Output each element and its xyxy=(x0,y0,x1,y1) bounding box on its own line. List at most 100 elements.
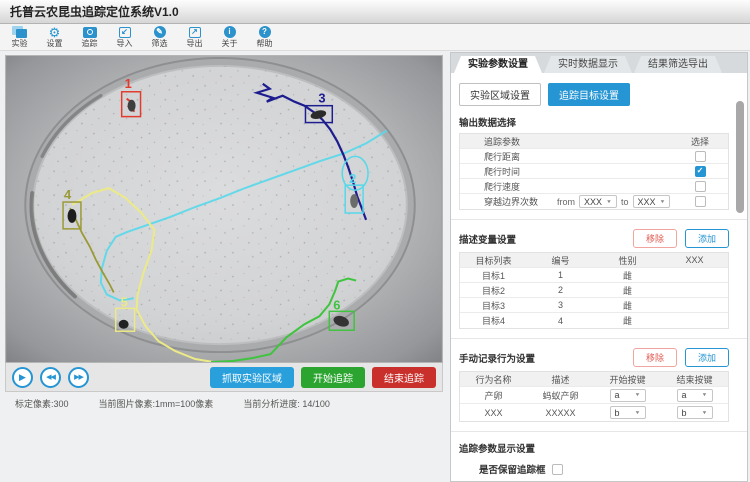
import-icon: ↙ xyxy=(118,25,131,39)
panel-content: 实验区域设置 追踪目标设置 输出数据选择 追踪参数 选择 爬行距离 爬行时间 xyxy=(450,73,748,482)
play-button[interactable]: ▶ xyxy=(12,366,33,388)
rewind-button[interactable]: ◀◀ xyxy=(40,366,61,388)
table-row[interactable]: 目标3 3 雌 xyxy=(460,298,728,313)
table-row[interactable]: 产卵 蚂蚁产卵 a ▼ a ▼ xyxy=(460,387,728,404)
toolbar-item-import[interactable]: ↙ 导入 xyxy=(107,25,142,48)
target-label: 6 xyxy=(333,297,340,312)
target-label: 3 xyxy=(318,91,325,106)
fast-forward-button[interactable]: ▶▶ xyxy=(68,366,89,388)
tracked-target-6: 6 xyxy=(328,297,355,331)
toolbar-item-about[interactable]: i 关于 xyxy=(212,25,247,48)
toolbar-item-label: 追踪 xyxy=(81,39,98,48)
calibration-pixels: 标定像素:300 xyxy=(15,398,69,409)
add-behavior-button[interactable]: 添加 xyxy=(684,348,729,367)
divider xyxy=(451,219,747,220)
variables-section-title: 描述变量设置 xyxy=(459,234,517,246)
divider xyxy=(451,338,747,339)
toolbar-item-label: 筛选 xyxy=(151,39,168,48)
trail-target-4 xyxy=(69,207,115,293)
start-tracking-button[interactable]: 开始追踪 xyxy=(301,366,365,388)
fast-forward-icon: ▶▶ xyxy=(74,373,84,381)
panel-tabbar: 实验参数设置 实时数据显示 结果筛选导出 xyxy=(450,52,748,73)
column-header: 结束按键 xyxy=(676,374,713,385)
toolbar-item-filter[interactable]: ✎ 筛选 xyxy=(142,25,177,48)
video-canvas[interactable]: 1 3 2 4 xyxy=(5,55,443,363)
insect xyxy=(333,315,349,327)
remove-behavior-button[interactable]: 移除 xyxy=(632,348,677,367)
table-row[interactable]: 目标1 1 雌 xyxy=(460,268,728,283)
toolbar-item-export[interactable]: ↗ 导出 xyxy=(177,25,212,48)
toolbar-item-label: 导入 xyxy=(116,39,133,48)
tracked-target-1: 1 xyxy=(120,76,142,118)
tracking-target-settings-button[interactable]: 追踪目标设置 xyxy=(548,83,630,106)
tab-experiment-params[interactable]: 实验参数设置 xyxy=(454,56,542,73)
remove-variable-button[interactable]: 移除 xyxy=(632,229,677,248)
start-key-dropdown[interactable]: b ▼ xyxy=(609,406,646,419)
tab-result-export[interactable]: 结果筛选导出 xyxy=(634,56,722,73)
tab-realtime-data[interactable]: 实时数据显示 xyxy=(544,56,632,73)
video-frame: 1 3 2 4 xyxy=(6,56,442,362)
chevron-down-icon: ▼ xyxy=(606,199,612,204)
chevron-down-icon: ▼ xyxy=(659,199,666,204)
divider xyxy=(451,431,747,432)
variables-table: 目标列表 编号 性别 XXX 目标1 1 雌 目标2 2 雌 xyxy=(459,252,729,329)
insect xyxy=(127,99,136,112)
target-label: 5 xyxy=(121,294,128,309)
camera-icon xyxy=(82,25,97,39)
column-header: 行为名称 xyxy=(475,374,512,385)
rim-shadow xyxy=(29,191,77,299)
toolbar-item-label: 实验 xyxy=(11,39,28,48)
toolbar-item-experiment[interactable]: 实验 xyxy=(2,25,37,48)
table-row: 爬行速度 xyxy=(460,179,728,194)
keep-tracking-box-checkbox[interactable] xyxy=(551,463,563,475)
stop-tracking-button[interactable]: 结束追踪 xyxy=(372,366,436,388)
experiment-icon xyxy=(12,25,27,39)
table-row[interactable]: XXX XXXXX b ▼ b ▼ xyxy=(460,404,728,421)
export-icon: ↗ xyxy=(188,25,201,39)
trail-target-2 xyxy=(99,129,388,302)
insect xyxy=(118,319,129,329)
boundary-cross-checkbox[interactable] xyxy=(694,196,706,207)
column-header: 目标列表 xyxy=(475,255,512,266)
end-key-dropdown[interactable]: b ▼ xyxy=(676,406,713,419)
crawl-speed-checkbox[interactable] xyxy=(694,180,706,192)
toolbar-item-label: 关于 xyxy=(221,39,238,48)
scrollbar-thumb[interactable] xyxy=(736,101,744,213)
insect xyxy=(350,194,359,209)
add-variable-button[interactable]: 添加 xyxy=(684,229,729,248)
end-key-dropdown[interactable]: a ▼ xyxy=(676,388,713,402)
output-section-title: 输出数据选择 xyxy=(459,118,517,129)
chevron-down-icon: ▼ xyxy=(701,410,708,415)
start-key-dropdown[interactable]: a ▼ xyxy=(609,388,646,402)
column-header: 追踪参数 xyxy=(484,136,521,147)
column-header: 编号 xyxy=(551,255,570,266)
tracked-target-2: 2 xyxy=(341,155,369,214)
crawl-distance-checkbox[interactable] xyxy=(694,150,706,162)
tracked-target-3: 3 xyxy=(304,91,334,124)
crawl-time-checkbox[interactable] xyxy=(694,165,706,177)
capture-area-button[interactable]: 抓取实验区域 xyxy=(210,366,294,388)
settings-panel: 实验参数设置 实时数据显示 结果筛选导出 实验区域设置 追踪目标设置 输出数据选… xyxy=(450,52,748,482)
insect xyxy=(310,110,327,119)
toolbar-item-help[interactable]: ? 帮助 xyxy=(247,25,282,48)
toolbar-item-tracking[interactable]: 追踪 xyxy=(72,25,107,48)
table-row[interactable]: 目标4 4 雌 xyxy=(460,313,728,328)
table-row: 穿越边界次数 from XXX ▼ to XXX ▼ xyxy=(460,194,728,209)
behaviors-section-title: 手动记录行为设置 xyxy=(459,353,536,365)
main-area: 1 3 2 4 xyxy=(0,52,750,482)
boundary-to-dropdown[interactable]: XXX ▼ xyxy=(632,195,671,208)
tracked-target-4: 4 xyxy=(62,187,82,230)
toolbar-item-settings[interactable]: ⚙ 设置 xyxy=(37,25,72,49)
chevron-down-icon: ▼ xyxy=(701,392,708,398)
image-pixel-ratio: 当前图片像素:1mm=100像素 xyxy=(98,398,214,409)
info-icon: i xyxy=(223,25,236,39)
keep-tracking-box-label: 是否保留追踪框 xyxy=(479,465,546,476)
table-row[interactable]: 目标2 2 雌 xyxy=(460,283,728,298)
output-table-header: 追踪参数 选择 xyxy=(460,134,728,149)
target-label: 2 xyxy=(349,171,356,186)
help-icon: ? xyxy=(258,25,271,39)
boundary-from-dropdown[interactable]: XXX ▼ xyxy=(579,195,617,208)
toolbar-item-label: 导出 xyxy=(186,39,203,48)
experiment-area-settings-button[interactable]: 实验区域设置 xyxy=(459,83,541,106)
chevron-down-icon: ▼ xyxy=(634,410,641,415)
